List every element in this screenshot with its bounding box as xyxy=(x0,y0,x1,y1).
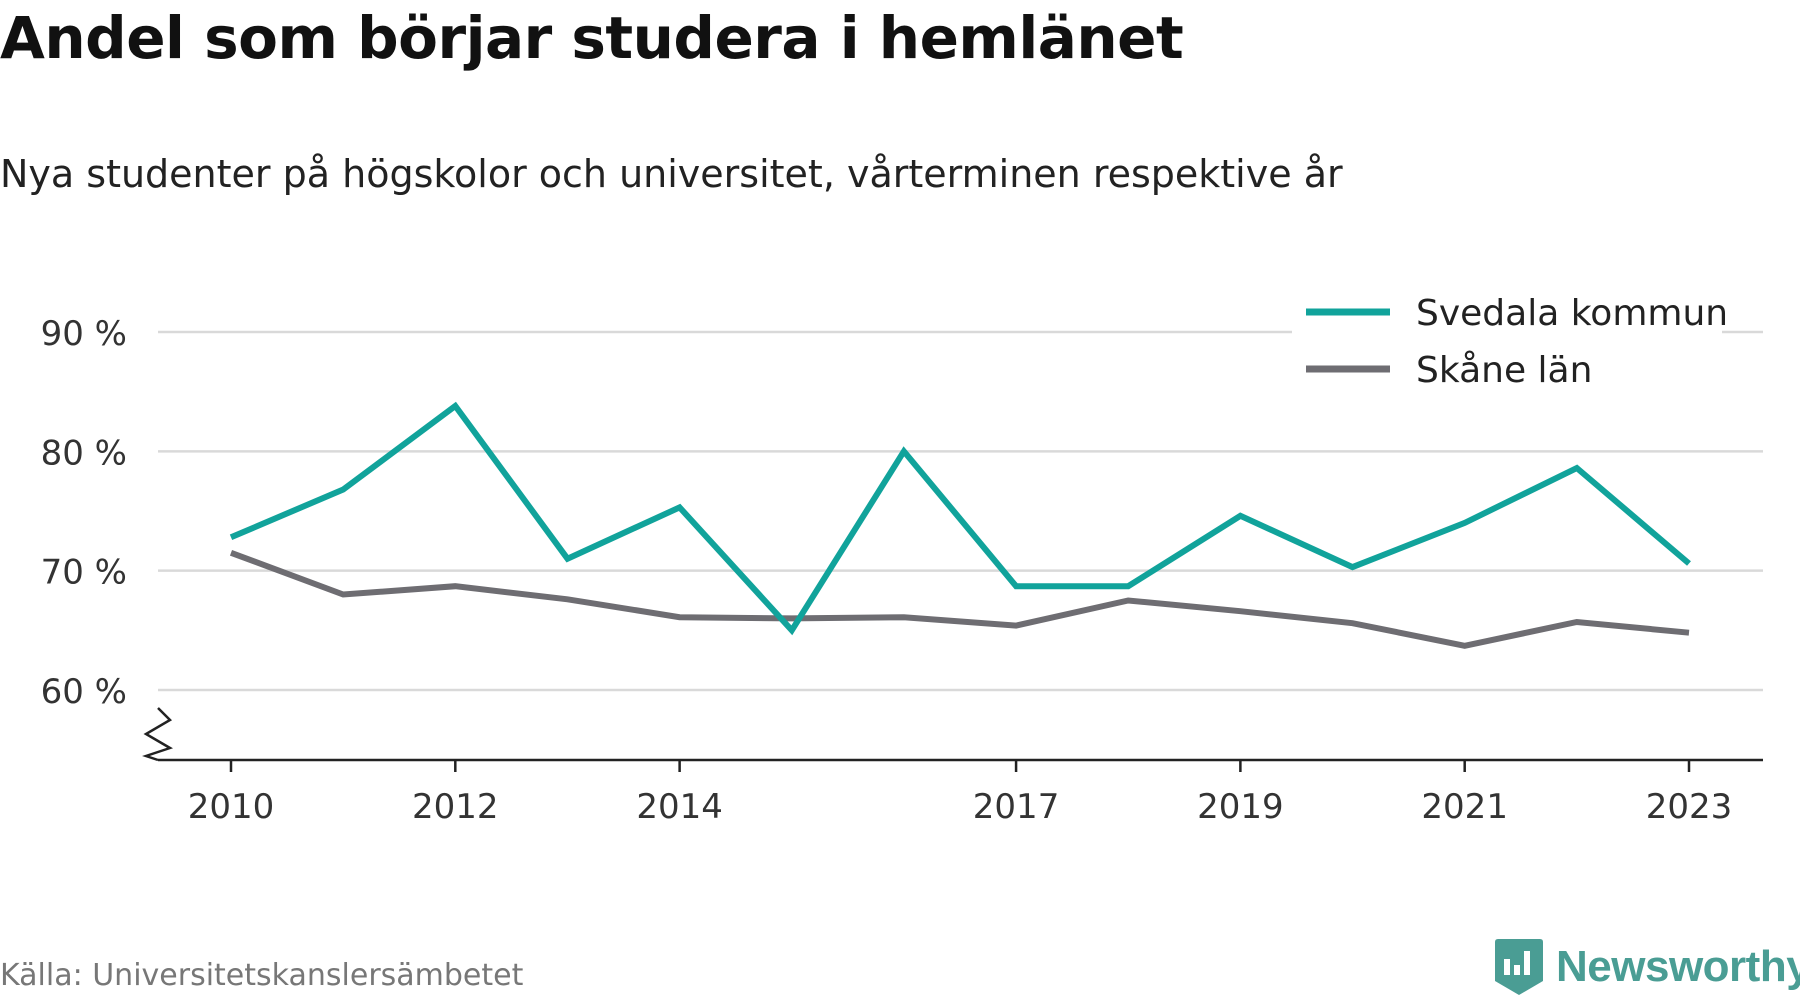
y-tick-label: 90 % xyxy=(41,314,127,354)
source-note: Källa: Universitetskanslersämbetet xyxy=(0,958,524,993)
x-tick-label: 2017 xyxy=(973,787,1060,827)
chart-title: Andel som börjar studera i hemlänet xyxy=(0,4,1184,72)
bar-chart-badge-icon xyxy=(1495,939,1543,995)
x-tick-label: 2014 xyxy=(636,787,723,827)
newsworthy-logo: Newsworthy xyxy=(1494,937,1800,997)
x-tick-label: 2019 xyxy=(1197,787,1284,827)
y-tick-label: 60 % xyxy=(41,672,127,712)
legend-label: Skåne län xyxy=(1416,350,1592,391)
legend: Svedala kommun Skåne län xyxy=(1292,288,1728,391)
series-line-svedala xyxy=(229,401,1691,636)
chart-subtitle: Nya studenter på högskolor och universit… xyxy=(0,152,1343,196)
y-tick-label: 80 % xyxy=(41,433,127,473)
x-axis-tick-labels: 2010 2012 2014 2017 2019 2021 2023 xyxy=(188,787,1733,827)
x-tick-label: 2021 xyxy=(1421,787,1508,827)
x-tick-label: 2023 xyxy=(1646,787,1733,827)
series-lines xyxy=(229,401,1691,649)
legend-label: Svedala kommun xyxy=(1416,293,1728,334)
x-tick-label: 2012 xyxy=(412,787,499,827)
x-axis xyxy=(142,707,1763,772)
brand-name: Newsworthy xyxy=(1556,942,1800,991)
axis-break-icon xyxy=(142,707,174,762)
y-axis-tick-labels: 60 % 70 % 80 % 90 % xyxy=(41,314,127,712)
x-tick-label: 2010 xyxy=(188,787,275,827)
series-line-skane xyxy=(229,549,1690,649)
y-tick-label: 70 % xyxy=(41,553,127,593)
